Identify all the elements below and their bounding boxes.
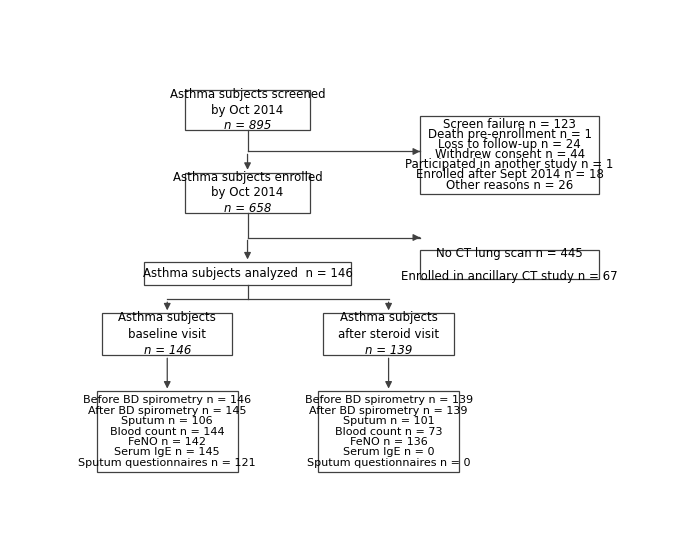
Bar	[144, 262, 351, 285]
Bar	[185, 90, 310, 130]
Text: by Oct 2014: by Oct 2014	[211, 104, 284, 117]
Text: After BD spirometry n = 145: After BD spirometry n = 145	[88, 406, 246, 416]
Text: Asthma subjects: Asthma subjects	[118, 311, 216, 324]
Text: Before BD spirometry n = 139: Before BD spirometry n = 139	[304, 395, 472, 405]
Text: Blood count n = 144: Blood count n = 144	[110, 427, 225, 436]
Text: by Oct 2014: by Oct 2014	[211, 186, 284, 199]
Bar	[323, 313, 454, 355]
Text: Enrolled in ancillary CT study n = 67: Enrolled in ancillary CT study n = 67	[401, 270, 618, 283]
Text: Death pre-enrollment n = 1: Death pre-enrollment n = 1	[428, 128, 592, 141]
Text: after steroid visit: after steroid visit	[338, 328, 439, 341]
Bar	[97, 391, 238, 472]
Text: No CT lung scan n = 445: No CT lung scan n = 445	[436, 247, 583, 260]
Text: Before BD spirometry n = 146: Before BD spirometry n = 146	[83, 395, 251, 405]
Bar	[420, 250, 599, 279]
Text: Loss to follow-up n = 24: Loss to follow-up n = 24	[438, 138, 581, 151]
Text: Asthma subjects: Asthma subjects	[340, 311, 438, 324]
Text: n = 658: n = 658	[224, 202, 271, 215]
Text: Asthma subjects screened: Asthma subjects screened	[169, 88, 326, 101]
Text: n = 895: n = 895	[224, 120, 271, 132]
Text: Enrolled after Sept 2014 n = 18: Enrolled after Sept 2014 n = 18	[416, 169, 603, 182]
Bar	[318, 391, 459, 472]
Text: Participated in another study n = 1: Participated in another study n = 1	[405, 158, 614, 171]
Text: Other reasons n = 26: Other reasons n = 26	[446, 178, 573, 192]
Text: Serum IgE n = 0: Serum IgE n = 0	[343, 447, 434, 457]
Text: After BD spirometry n = 139: After BD spirometry n = 139	[309, 406, 468, 416]
Text: n = 139: n = 139	[365, 344, 412, 357]
Bar	[102, 313, 232, 355]
Text: Asthma subjects enrolled: Asthma subjects enrolled	[173, 171, 323, 183]
Text: baseline visit: baseline visit	[128, 328, 206, 341]
Text: FeNO n = 142: FeNO n = 142	[128, 437, 206, 447]
Text: Sputum n = 106: Sputum n = 106	[121, 416, 213, 426]
Text: Sputum questionnaires n = 0: Sputum questionnaires n = 0	[307, 458, 470, 468]
Text: Sputum questionnaires n = 121: Sputum questionnaires n = 121	[78, 458, 256, 468]
Text: Blood count n = 73: Blood count n = 73	[335, 427, 442, 436]
Text: Withdrew consent n = 44: Withdrew consent n = 44	[435, 148, 584, 161]
Text: n = 146: n = 146	[144, 344, 191, 357]
Text: FeNO n = 136: FeNO n = 136	[350, 437, 428, 447]
Text: Sputum n = 101: Sputum n = 101	[343, 416, 435, 426]
Bar	[420, 115, 599, 194]
Text: Serum IgE n = 145: Serum IgE n = 145	[114, 447, 220, 457]
Bar	[185, 172, 310, 213]
Text: Screen failure n = 123: Screen failure n = 123	[443, 117, 576, 131]
Text: Asthma subjects analyzed  n = 146: Asthma subjects analyzed n = 146	[143, 267, 353, 281]
